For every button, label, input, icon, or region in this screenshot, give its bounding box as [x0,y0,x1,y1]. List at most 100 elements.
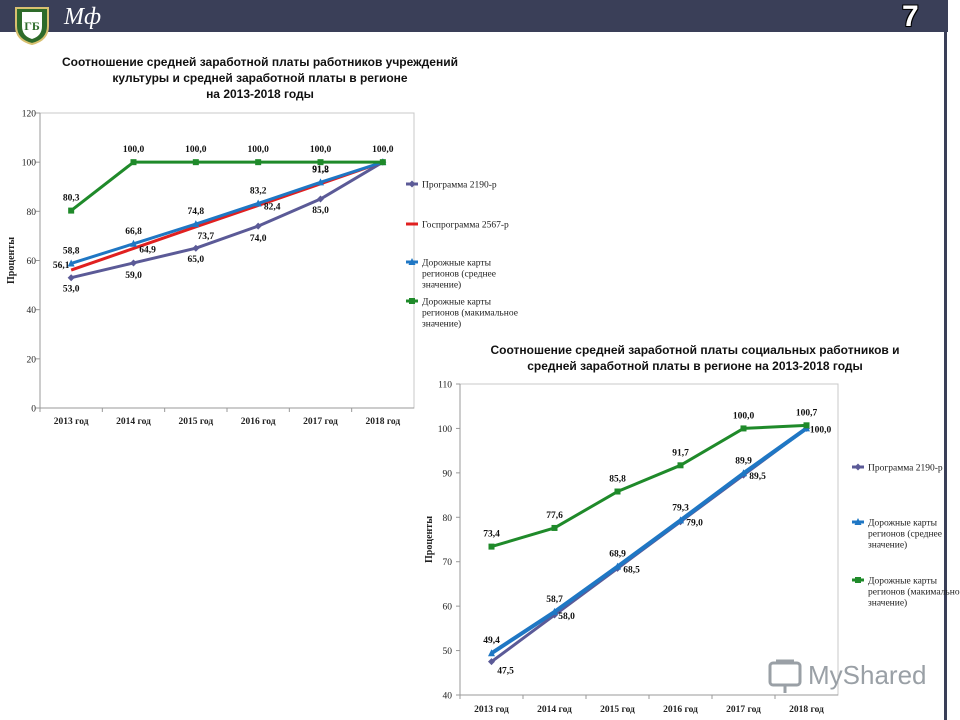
x-tick-label: 2016 год [241,417,276,427]
data-label: 100,0 [810,425,832,435]
data-point-diamond [488,658,495,666]
brand-text: Мф [64,4,102,30]
legend-label-line: Программа 2190-р [868,464,943,474]
chart1-title-line: культуры и средней заработной платы в ре… [112,71,408,85]
legend-label-line: значение) [868,598,907,609]
data-point-square [551,524,558,531]
legend-label-line: Госпрограмма 2567-р [422,221,509,231]
chart1-title-line: на 2013-2018 годы [206,87,314,101]
data-label: 100,0 [247,145,269,155]
legend-marker [409,298,415,304]
data-point-triangle [740,469,747,477]
data-label: 91,2 [312,165,329,175]
legend-label-line: Дорожные карты [422,298,492,308]
legend-label: Дорожные карты регионов (среднее значение) [868,519,942,551]
chart-plot-frame [39,112,415,409]
legend-label-line: Дорожные карты [422,259,492,269]
legend-label: Программа 2190-р [422,181,497,191]
series-line [70,160,384,280]
legend-label: Госпрограмма 2567-р [422,221,509,231]
data-label: 79,0 [686,519,703,529]
series-line [490,427,808,663]
legend-marker [408,258,416,265]
legend-label: Программа 2190-р [868,464,943,474]
y-tick-label: 50 [443,647,453,657]
data-point-triangle [254,199,262,207]
data-point-diamond [254,222,262,230]
legend-marker [854,463,862,471]
data-point-square [192,159,199,166]
legend-label-line: регионов (макимальное [422,308,518,319]
data-point-diamond [740,471,747,479]
data-label: 100,0 [372,145,394,155]
data-point-triangle [192,220,200,228]
data-label: 74,0 [250,234,267,244]
data-label: 49,4 [483,636,500,646]
legend-label-line: Программа 2190-р [422,181,497,191]
data-label: 79,3 [672,503,689,513]
legend-label-line: регионов (среднее [868,529,942,540]
data-label: 73,7 [198,232,215,242]
data-label: 73,4 [483,530,500,540]
legend-label-line: Дорожные карты [868,577,938,587]
data-point-square [740,425,747,432]
data-point-square [68,207,75,214]
data-label: 58,7 [546,595,563,605]
data-point-triangle [488,649,495,657]
y-tick-label: 40 [27,306,37,316]
watermark-text: MyShared [808,660,927,690]
data-label: 89,5 [749,472,766,482]
data-label: 56,1 [53,261,70,271]
data-point-diamond [192,244,200,252]
x-tick-label: 2015 год [600,705,635,715]
chart-plot-frame [459,383,839,696]
data-point-square [614,488,621,495]
x-tick-label: 2018 год [789,705,824,715]
svg-text:ГБ: ГБ [24,19,40,33]
data-point-square [255,159,262,166]
data-point-diamond [614,564,621,572]
data-label: 83,2 [250,186,267,196]
x-tick-label: 2017 год [726,705,761,715]
data-label: 100,0 [185,145,207,155]
x-tick-label: 2016 год [663,705,698,715]
crest-icon: ГБ [15,7,49,46]
data-point-triangle [130,239,137,247]
data-label: 66,8 [125,227,142,237]
data-point-diamond [130,259,137,267]
presentation-screen-icon [768,659,802,693]
x-tick-label: 2015 год [178,417,213,427]
data-point-triangle [379,158,387,166]
data-label: 100,0 [123,145,145,155]
series-line [491,423,807,549]
header-bar [0,0,948,32]
data-point-square [130,159,137,166]
chart1-title-line: Соотношение средней заработной платы раб… [62,55,458,69]
data-label: 80,3 [63,194,80,204]
right-border-line [944,0,947,720]
data-point-triangle [317,178,324,186]
data-label: 59,0 [125,271,142,281]
legend-marker [854,518,862,525]
data-label: 53,0 [63,285,80,295]
data-label: 68,9 [609,550,626,560]
data-point-square [379,159,386,166]
y-tick-label: 100 [438,425,453,435]
x-tick-label: 2018 год [365,417,400,427]
data-point-square [317,159,324,166]
data-label: 85,8 [609,475,626,485]
x-tick-label: 2014 год [116,417,151,427]
legend-label-line: значение) [868,540,907,551]
data-point-triangle [803,424,810,432]
data-point-triangle [677,516,684,524]
data-label: 85,0 [312,206,329,216]
data-label: 58,8 [63,246,80,256]
chart2-title: Соотношение средней заработной платы соц… [470,342,920,374]
data-point-diamond [551,611,558,619]
data-point-square [803,422,810,429]
y-tick-label: 60 [443,603,453,613]
chart2-title-line: средней заработной платы в регионе на 20… [527,359,863,373]
data-point-diamond [677,518,684,526]
y-axis-label: Проценты [424,516,435,563]
x-tick-label: 2014 год [537,705,572,715]
